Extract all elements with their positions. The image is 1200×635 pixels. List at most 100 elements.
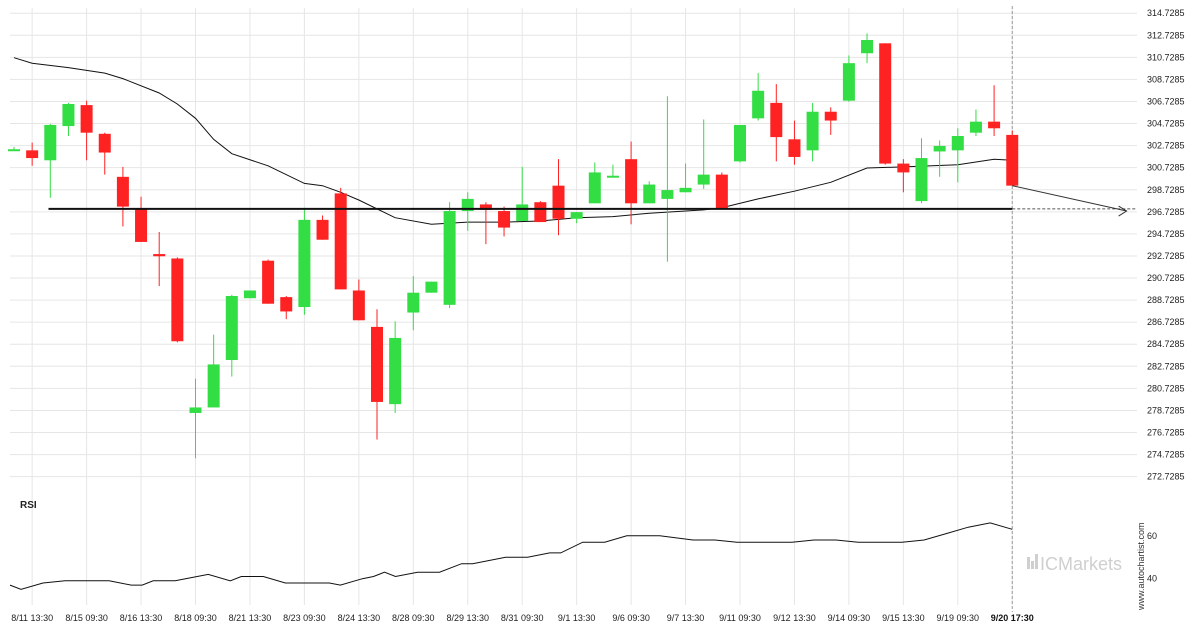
candle-body xyxy=(788,139,801,157)
price-tick-label: 304.7285 xyxy=(1147,119,1185,129)
candle-bullish xyxy=(951,128,964,183)
candle-body xyxy=(8,149,20,152)
candle-body xyxy=(552,185,565,219)
candle-bullish xyxy=(62,102,75,136)
watermark-text: www.autochartist.com xyxy=(1136,522,1146,611)
candle-body xyxy=(534,202,547,223)
time-tick-label: 8/29 13:30 xyxy=(446,613,489,623)
candle-body xyxy=(116,176,129,207)
candle-body xyxy=(933,145,946,152)
rsi-tick-label: 40 xyxy=(1147,574,1157,584)
time-tick-label: 9/20 17:30 xyxy=(991,613,1034,623)
candle-body xyxy=(988,121,1001,129)
projection-line xyxy=(1012,185,1127,212)
candle-body xyxy=(443,211,456,305)
grid-layer xyxy=(10,6,1137,612)
price-tick-label: 272.7285 xyxy=(1147,472,1185,482)
price-tick-label: 282.7285 xyxy=(1147,361,1185,371)
candle-body xyxy=(679,187,692,193)
candle-bearish xyxy=(788,120,801,165)
candle-bearish xyxy=(371,309,383,440)
candle-bearish xyxy=(988,85,1001,136)
candle-body xyxy=(243,290,256,299)
rsi-tick-label: 60 xyxy=(1147,531,1157,541)
projection-arrow-icon xyxy=(1118,205,1128,217)
candle-body xyxy=(806,111,819,151)
candle-bullish xyxy=(933,140,946,177)
candle-body xyxy=(407,292,420,313)
candle-body xyxy=(516,204,529,221)
candle-bearish xyxy=(625,141,638,225)
time-tick-label: 9/14 09:30 xyxy=(828,613,871,623)
candle-bullish xyxy=(915,138,928,204)
candle-body xyxy=(969,121,982,133)
candle-bullish xyxy=(752,73,765,121)
time-tick-label: 8/18 09:30 xyxy=(174,613,217,623)
candle-body xyxy=(98,133,111,153)
time-tick-label: 8/11 13:30 xyxy=(11,613,53,623)
candle-bearish xyxy=(153,232,166,287)
time-axis: 8/11 13:30 8/15 09:30 8/16 13:30 8/18 09:30… xyxy=(11,613,1034,623)
candle-body xyxy=(715,174,728,209)
candle-body xyxy=(334,193,347,290)
price-tick-label: 274.7285 xyxy=(1147,450,1185,460)
candle-body xyxy=(570,212,583,219)
candle-body xyxy=(752,90,765,119)
candle-body xyxy=(189,407,202,413)
candle-body xyxy=(879,43,892,164)
brand-text: ICMarkets xyxy=(1040,554,1122,574)
candle-bearish xyxy=(715,172,728,209)
candle-body xyxy=(498,211,511,228)
price-tick-label: 300.7285 xyxy=(1147,163,1185,173)
candle-bearish xyxy=(770,84,783,162)
candle-bearish xyxy=(116,166,129,227)
time-tick-label: 8/15 09:30 xyxy=(65,613,108,623)
candle-bullish xyxy=(697,119,710,189)
candle-bullish xyxy=(207,334,220,408)
candle-bearish xyxy=(879,43,892,165)
candle-body xyxy=(207,364,220,408)
time-tick-label: 8/21 13:30 xyxy=(229,613,272,623)
candle-body xyxy=(661,190,674,199)
candle-body xyxy=(1006,134,1019,186)
price-tick-label: 278.7285 xyxy=(1147,405,1185,415)
candle-bullish xyxy=(570,212,583,224)
price-tick-label: 302.7285 xyxy=(1147,141,1185,151)
candle-bullish xyxy=(679,163,692,193)
time-tick-label: 9/19 09:30 xyxy=(937,613,980,623)
candle-bullish xyxy=(588,162,601,204)
candle-body xyxy=(26,150,39,159)
rsi-line xyxy=(9,522,1013,590)
candle-body xyxy=(62,104,75,127)
time-tick-label: 9/11 09:30 xyxy=(719,613,761,623)
rsi-panel: 60 40 xyxy=(9,522,1157,590)
candle-body xyxy=(770,102,783,138)
moving-average-layer xyxy=(13,57,1013,225)
candle-body xyxy=(171,258,184,342)
time-tick-label: 8/23 09:30 xyxy=(283,613,326,623)
time-tick-label: 9/12 13:30 xyxy=(773,613,816,623)
candle-body xyxy=(371,326,383,402)
candle-bearish xyxy=(534,201,547,223)
candle-body xyxy=(153,254,166,257)
candle-bearish xyxy=(98,132,111,175)
candle-bullish xyxy=(243,290,256,299)
price-tick-label: 292.7285 xyxy=(1147,251,1185,261)
candle-body xyxy=(697,174,710,185)
candle-bearish xyxy=(897,159,910,193)
price-tick-label: 298.7285 xyxy=(1147,185,1185,195)
candle-bullish xyxy=(842,55,855,102)
candle-bullish xyxy=(806,102,819,162)
candle-body xyxy=(44,124,57,161)
price-tick-label: 280.7285 xyxy=(1147,383,1185,393)
support-level-layer xyxy=(48,185,1137,217)
candle-body xyxy=(897,163,910,173)
candle-bullish xyxy=(443,202,456,309)
price-tick-label: 296.7285 xyxy=(1147,207,1185,217)
candle-bullish xyxy=(969,109,982,136)
candle-bullish xyxy=(861,33,874,64)
candle-bearish xyxy=(498,206,511,237)
candle-body xyxy=(479,204,492,210)
